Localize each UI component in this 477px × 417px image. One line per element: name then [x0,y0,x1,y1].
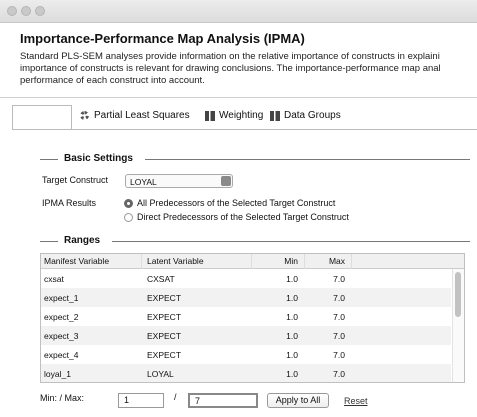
table-cell: expect_3 [44,331,79,341]
radio-label[interactable]: Direct Predecessors of the Selected Targ… [137,212,349,222]
column-header[interactable]: Min [284,256,298,266]
table-cell: expect_1 [44,293,79,303]
table-cell: 7.0 [333,312,345,322]
section-rule [112,241,470,242]
slash: / [174,392,177,402]
radio[interactable] [124,213,133,222]
table-cell: 7.0 [333,293,345,303]
table-cell: 1.0 [286,331,298,341]
field-label: Target Construct [42,175,109,185]
window-zoom[interactable] [35,6,45,16]
description-line: Standard PLS-SEM analyses provide inform… [20,51,440,62]
reset-link[interactable]: Reset [344,396,368,406]
table-cell: 1.0 [286,312,298,322]
table-cell: 1.0 [286,293,298,303]
table-row[interactable] [41,288,451,307]
table-cell: EXPECT [147,331,182,341]
min-input[interactable]: 1 [118,393,164,408]
table-cell: 7.0 [333,369,345,379]
field-label: IPMA Results [42,198,97,208]
table-header [41,254,464,269]
table-cell: EXPECT [147,312,182,322]
description-line: performance of each construct into accou… [20,75,205,86]
radio-label[interactable]: All Predecessors of the Selected Target … [137,198,336,208]
section-rule [145,159,470,160]
table-cell: EXPECT [147,350,182,360]
separator [0,97,477,98]
table-cell: 1.0 [286,350,298,360]
column-header[interactable]: Latent Variable [147,256,204,266]
table-cell: LOYAL [147,369,174,379]
column-header[interactable]: Max [328,256,345,266]
table-cell: cxsat [44,274,64,284]
window-minimize[interactable] [21,6,31,16]
tab[interactable]: Data Groups [284,110,341,121]
table-cell: 7.0 [333,350,345,360]
table-cell: loyal_1 [44,369,71,379]
section-title: Ranges [64,235,101,246]
tab[interactable]: Partial Least Squares [94,110,190,121]
people-icon [270,111,280,121]
description-line: importance of constructs is relevant for… [20,63,441,74]
table-cell: 1.0 [286,274,298,284]
tab-underline [12,129,477,130]
table-cell: 7.0 [333,274,345,284]
radio-selected[interactable] [124,199,133,208]
section-rule [40,159,58,160]
column-header[interactable]: Manifest Variable [44,256,110,266]
scrollbar-thumb[interactable] [455,272,461,317]
table-cell: 7.0 [333,331,345,341]
table-cell: EXPECT [147,293,182,303]
table-cell: 1.0 [286,369,298,379]
title-bar [0,0,477,23]
select-arrow [221,176,231,186]
table-cell: expect_2 [44,312,79,322]
page-title: Importance-Performance Map Analysis (IPM… [20,31,305,46]
target-select[interactable]: LOYAL [125,174,233,188]
table-row[interactable] [41,326,451,345]
table-row[interactable] [41,345,451,364]
window-close[interactable] [7,6,17,16]
table-row[interactable] [41,307,451,326]
section-rule [40,241,58,242]
section-title: Basic Settings [64,153,133,164]
apply-button[interactable]: Apply to All [267,393,329,408]
table-row[interactable] [41,269,451,288]
people-icon [205,111,215,121]
table-cell: expect_4 [44,350,79,360]
max-input[interactable]: 7 [188,393,258,408]
ranges-table: Manifest Variable Latent Variable Min Max cx… [40,253,465,383]
table-cell: CXSAT [147,274,175,284]
field-label: Min: / Max: [40,393,85,403]
select-value: LOYAL [130,177,157,187]
gear-icon [80,111,89,120]
tab[interactable]: Weighting [219,110,264,121]
table-row[interactable] [41,364,451,382]
active-tab-frame [12,105,72,129]
